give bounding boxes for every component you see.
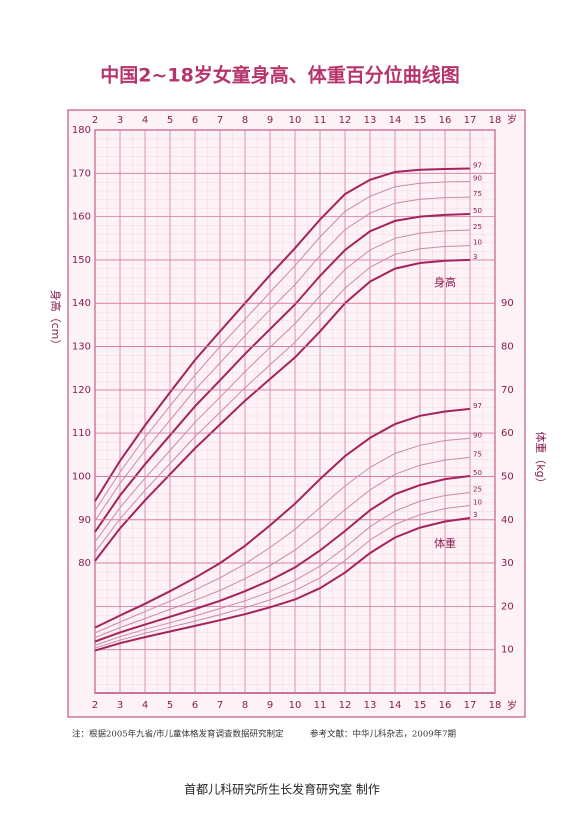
percentile-curve [94, 213, 471, 533]
y2-tick-label: 30 [501, 558, 514, 569]
y2-tick-label: 70 [501, 385, 514, 396]
x-tick-label: 16 [439, 115, 452, 126]
y-tick-label: 110 [72, 428, 91, 439]
y2-tick-label: 40 [501, 515, 514, 526]
percentile-label: 90 [473, 175, 482, 183]
percentile-label: 25 [473, 485, 482, 493]
percentile-label: 10 [473, 239, 482, 247]
y-tick-label: 180 [72, 125, 91, 136]
x-tick-label: 2 [92, 700, 98, 711]
x-tick-label: 12 [339, 115, 352, 126]
x-unit: 岁 [507, 113, 517, 126]
y-tick-label: 100 [72, 471, 91, 482]
x-tick-label: 10 [289, 115, 302, 126]
percentile-label: 50 [473, 207, 482, 215]
x-tick-label: 17 [464, 115, 477, 126]
y-tick-label: 150 [72, 255, 91, 266]
percentile-curve [94, 258, 471, 562]
y2-tick-label: 50 [501, 471, 514, 482]
percentile-curve [94, 229, 471, 543]
x-tick-label: 6 [192, 115, 198, 126]
y-axis-label: 身高（cm） [49, 290, 63, 351]
x-tick-label: 17 [464, 700, 477, 711]
percentile-curve [94, 407, 471, 629]
footnote: 注：根据2005年九省/市儿童体格发育调查数据研究制定 [72, 729, 284, 740]
y-tick-label: 130 [72, 342, 91, 353]
percentile-label: 75 [473, 450, 482, 458]
y2-tick-label: 90 [501, 298, 514, 309]
x-tick-label: 2 [92, 115, 98, 126]
x-tick-label: 12 [339, 700, 352, 711]
x-tick-label: 9 [267, 700, 273, 711]
x-tick-label: 5 [167, 115, 173, 126]
x-tick-label: 4 [142, 700, 148, 711]
x-tick-label: 10 [289, 700, 302, 711]
x-tick-label: 3 [117, 115, 123, 126]
percentile-curve [94, 456, 471, 639]
x-tick-label: 5 [167, 700, 173, 711]
x-tick-label: 13 [364, 700, 377, 711]
x-unit: 岁 [507, 699, 517, 712]
percentile-curve [94, 517, 471, 652]
x-tick-label: 16 [439, 700, 452, 711]
y-tick-label: 160 [72, 212, 91, 223]
percentile-label: 90 [473, 431, 482, 439]
y-tick-label: 120 [72, 385, 91, 396]
x-tick-label: 11 [314, 700, 327, 711]
percentile-curve [94, 245, 471, 553]
percentile-label: 25 [473, 223, 482, 231]
percentile-curve [94, 167, 471, 502]
percentile-label: 3 [473, 253, 477, 261]
x-tick-label: 8 [242, 115, 248, 126]
reference: 参考文献：中华儿科杂志，2009年7期 [310, 729, 456, 740]
x-tick-label: 13 [364, 115, 377, 126]
percentile-label: 10 [473, 498, 482, 506]
percentile-label: 97 [473, 162, 482, 170]
percentile-curve [94, 196, 471, 521]
y2-tick-label: 10 [501, 645, 514, 656]
percentile-label: 3 [473, 511, 477, 519]
x-tick-label: 8 [242, 700, 248, 711]
percentile-curve [94, 492, 471, 646]
chart-title: 中国2~18岁女童身高、体重百分位曲线图 [100, 64, 460, 87]
x-tick-label: 15 [414, 115, 427, 126]
y-tick-label: 140 [72, 298, 91, 309]
percentile-curve [94, 475, 471, 643]
y2-axis-label: 体重（kg） [534, 431, 548, 488]
y2-tick-label: 60 [501, 428, 514, 439]
x-tick-label: 14 [389, 700, 402, 711]
y-tick-label: 90 [78, 515, 91, 526]
x-tick-label: 18 [489, 700, 502, 711]
x-tick-label: 14 [389, 115, 402, 126]
x-tick-label: 9 [267, 115, 273, 126]
percentile-label: 75 [473, 190, 482, 198]
y2-tick-label: 80 [501, 342, 514, 353]
x-tick-label: 18 [489, 115, 502, 126]
x-tick-label: 15 [414, 700, 427, 711]
x-tick-label: 11 [314, 115, 327, 126]
y2-tick-label: 20 [501, 601, 514, 612]
percentile-curve [94, 505, 471, 649]
y-tick-label: 80 [78, 558, 91, 569]
percentile-label: 97 [473, 402, 482, 410]
x-tick-label: 3 [117, 700, 123, 711]
y-tick-label: 170 [72, 168, 91, 179]
x-tick-label: 7 [217, 115, 223, 126]
percentile-label: 50 [473, 469, 482, 477]
percentile-curve [94, 181, 471, 511]
x-tick-label: 7 [217, 700, 223, 711]
x-tick-label: 4 [142, 115, 148, 126]
x-tick-label: 6 [192, 700, 198, 711]
percentile-curve [94, 437, 471, 634]
maker: 首都儿科研究所生长发育研究室 制作 [184, 782, 380, 797]
